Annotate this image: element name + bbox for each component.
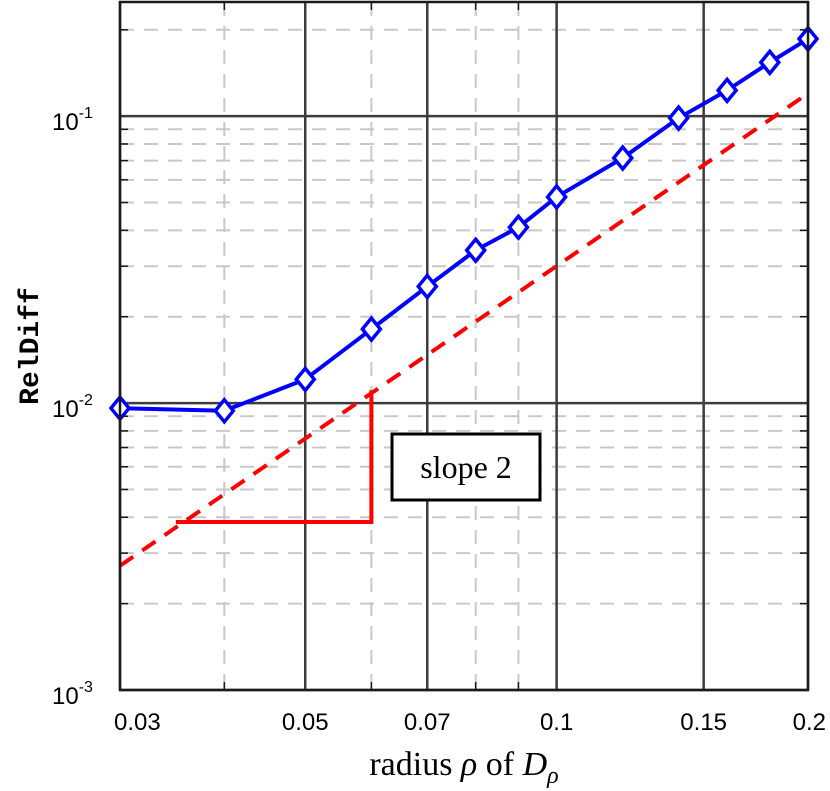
data-point-marker — [545, 183, 568, 211]
x-tick-label: 0.1 — [540, 709, 573, 736]
y-tick-label: 10-1 — [52, 105, 93, 136]
x-tick-label: 0.15 — [680, 709, 727, 736]
y-tick-label: 10-3 — [52, 679, 93, 710]
series-layer — [108, 25, 820, 568]
data-point-marker — [293, 365, 317, 394]
x-axis-label: radius ρ of Dρ — [369, 746, 558, 789]
x-tick-label: 0.05 — [282, 709, 329, 736]
annotation-text: slope 2 — [420, 449, 512, 485]
y-axis-label: RelDiff — [16, 287, 47, 405]
data-point-marker — [507, 213, 530, 242]
data-point-marker — [360, 315, 383, 343]
tick-layer: 0.03 0.05 0.07 0.1 0.15 0.2 10-3 10-2 10-1 — [52, 2, 826, 736]
annotation-frame — [390, 432, 542, 502]
reference-line — [118, 91, 810, 568]
data-point-marker — [758, 48, 782, 77]
slope-triangle — [175, 390, 374, 525]
plot-frame — [118, 0, 810, 692]
y-tick-label: 10-2 — [52, 392, 93, 423]
data-point-marker — [213, 397, 236, 425]
data-point-marker — [611, 144, 635, 172]
annotation-box: slope 2 — [390, 432, 542, 502]
data-point-marker — [715, 76, 739, 105]
x-tick-label: 0.03 — [114, 709, 161, 736]
data-point-marker — [464, 236, 487, 264]
x-tick-label: 0.07 — [404, 709, 451, 736]
data-point-marker — [667, 104, 690, 132]
data-point-marker — [416, 272, 439, 301]
x-tick-label: 0.2 — [793, 709, 826, 736]
